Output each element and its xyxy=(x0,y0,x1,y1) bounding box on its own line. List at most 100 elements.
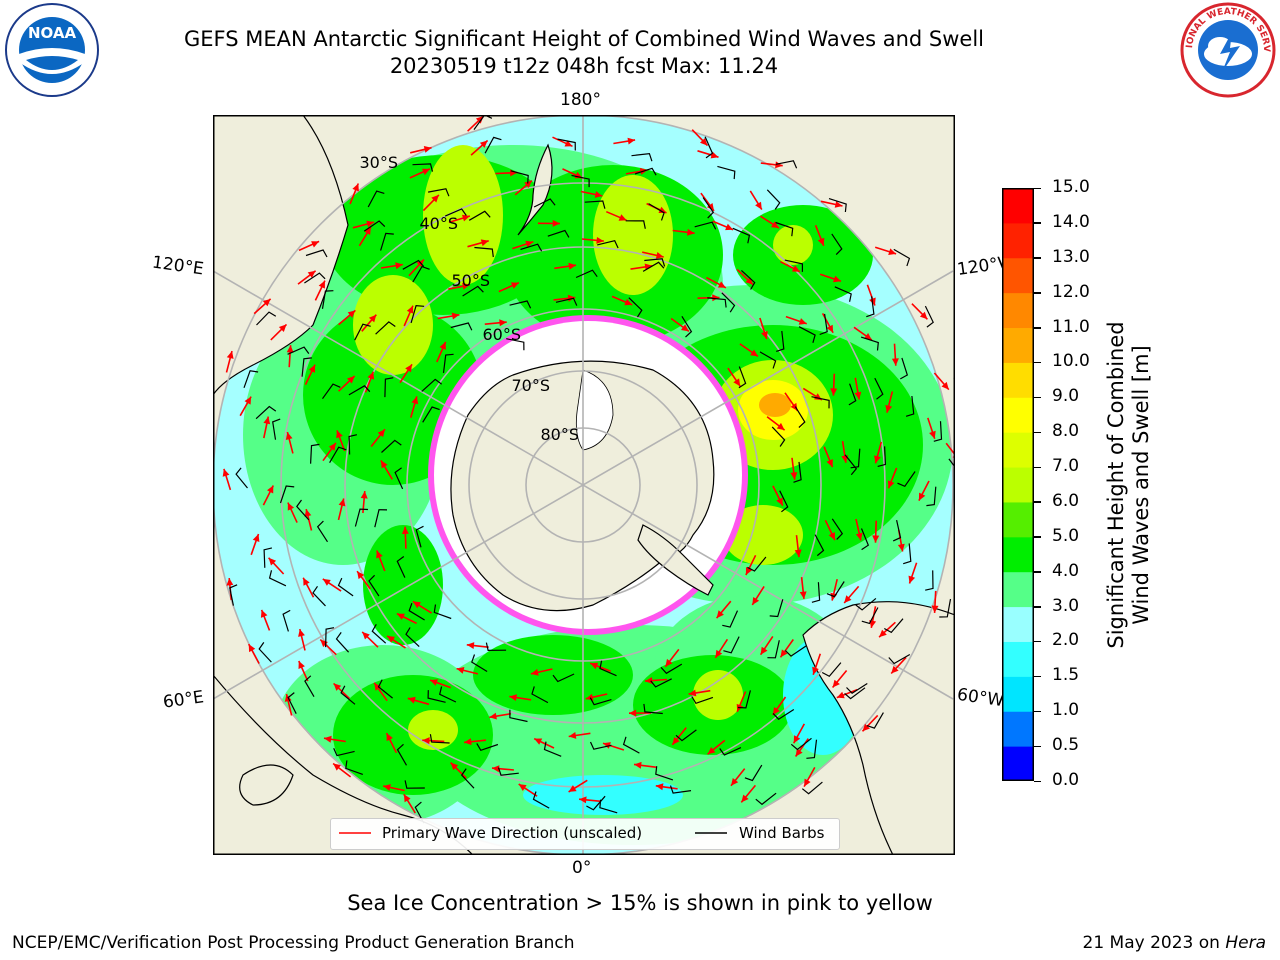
wave-arrow-head xyxy=(307,270,316,278)
wave-arrow-head xyxy=(322,578,331,586)
wind-barb xyxy=(775,160,798,169)
wave-arrow-head xyxy=(308,364,315,373)
wind-barb xyxy=(235,467,248,489)
wave-arrow-head xyxy=(725,223,734,231)
wave-arrow-head xyxy=(733,378,741,387)
wave-arrow-head xyxy=(380,460,388,469)
wind-barb xyxy=(473,115,493,130)
wind-barb xyxy=(597,240,619,249)
wind-barb xyxy=(744,764,763,782)
colorbar-segment xyxy=(1002,292,1034,329)
wind-barb xyxy=(408,602,425,621)
wind-barb xyxy=(345,760,363,775)
wind-barb xyxy=(643,703,663,715)
wind-barb xyxy=(784,645,807,657)
wind-barb xyxy=(462,285,484,297)
wave-arrow-head xyxy=(298,661,305,669)
wave-arrow-head xyxy=(833,275,841,283)
colorbar-segment xyxy=(1002,397,1034,433)
wave-arrow-head xyxy=(918,492,926,501)
colorbar-tick-mark xyxy=(1034,745,1041,748)
wave-arrow-head xyxy=(479,140,488,148)
wave-arrow-head xyxy=(741,794,749,803)
wind-barb xyxy=(429,734,450,744)
wave-arrow-head xyxy=(352,183,359,192)
wind-barb xyxy=(287,692,297,714)
legend-wave-swatch xyxy=(339,832,371,834)
wind-barb xyxy=(903,543,912,565)
wind-barb xyxy=(422,406,440,423)
wind-barb xyxy=(926,486,937,507)
wave-arrow-head xyxy=(489,712,497,720)
wave-arrow-head xyxy=(745,567,753,575)
wave-arrow-head xyxy=(534,738,543,745)
wave-arrow-head xyxy=(226,578,234,586)
lat-label-50s: 50°S xyxy=(451,271,490,290)
wind-barb xyxy=(721,292,736,313)
wind-barb xyxy=(628,297,643,318)
lat-label-70s: 70°S xyxy=(511,376,550,395)
wave-arrow-head xyxy=(618,214,627,221)
wind-barb xyxy=(310,443,320,464)
wave-arrow-head xyxy=(252,534,260,542)
colorbar-tick-label: 9.0 xyxy=(1052,386,1080,407)
chart-title: GEFS MEAN Antarctic Significant Height o… xyxy=(183,27,985,51)
wave-arrow-head xyxy=(262,298,271,307)
wind-barb xyxy=(485,642,507,652)
colorbar-segment xyxy=(1002,467,1034,503)
colorbar-segment xyxy=(1002,432,1034,468)
wave-arrow-head xyxy=(451,312,460,320)
wind-barb xyxy=(948,458,955,480)
wave-arrow-head xyxy=(480,239,489,247)
wind-barb xyxy=(312,585,326,607)
wave-arrow-head xyxy=(771,221,779,229)
wind-barb xyxy=(811,396,830,409)
wind-barb xyxy=(348,434,358,455)
wind-barb xyxy=(321,290,334,309)
wind-barb xyxy=(844,454,858,476)
wave-arrow-head xyxy=(579,796,587,804)
wind-barb xyxy=(790,737,812,751)
footer-host: Hera xyxy=(1225,933,1266,953)
wave-arrow-head xyxy=(897,543,905,552)
wave-arrow-head xyxy=(645,677,653,684)
wind-barb xyxy=(256,311,277,326)
wave-arrow-head xyxy=(681,324,689,332)
wave-arrow-head xyxy=(891,665,899,674)
wave-arrow-head xyxy=(707,747,716,755)
colorbar-tick-label: 0.0 xyxy=(1052,770,1080,790)
wind-barb xyxy=(415,525,424,548)
wave-arrow-head xyxy=(715,649,723,658)
wind-barb xyxy=(675,729,697,742)
wave-arrow-head xyxy=(318,280,325,289)
colorbar-segment xyxy=(1002,222,1034,259)
wind-barb xyxy=(834,286,852,302)
legend-barb-swatch xyxy=(695,832,727,834)
wind-barb xyxy=(722,610,739,628)
colorbar-segment xyxy=(1002,711,1034,747)
wind-barb xyxy=(811,582,821,603)
colorbar-segment xyxy=(1002,746,1034,781)
lon-label-120e: 120°E xyxy=(150,252,205,280)
wind-barb xyxy=(897,471,916,488)
wave-arrow-head xyxy=(826,459,833,468)
sea-ice-caption: Sea Ice Concentration > 15% is shown in … xyxy=(347,891,933,915)
wind-barb xyxy=(354,323,371,341)
wave-arrow-head xyxy=(328,442,336,451)
wave-arrow-head xyxy=(509,694,517,701)
colorbar-tick-mark xyxy=(1034,327,1041,329)
wave-arrow-head xyxy=(357,571,365,580)
wave-arrow-head xyxy=(278,324,287,332)
wave-arrow-head xyxy=(627,137,636,145)
wind-barb xyxy=(412,163,434,172)
wind-barbs xyxy=(229,115,955,824)
wind-barb xyxy=(279,485,295,504)
wave-arrow-head xyxy=(368,314,377,323)
wind-barb xyxy=(771,426,786,447)
wind-barb xyxy=(924,305,934,328)
wave-arrow-head xyxy=(287,502,295,511)
wind-barb xyxy=(844,687,866,700)
wind-barb xyxy=(421,378,443,392)
wind-barb xyxy=(779,490,789,513)
wind-barb xyxy=(622,736,640,754)
